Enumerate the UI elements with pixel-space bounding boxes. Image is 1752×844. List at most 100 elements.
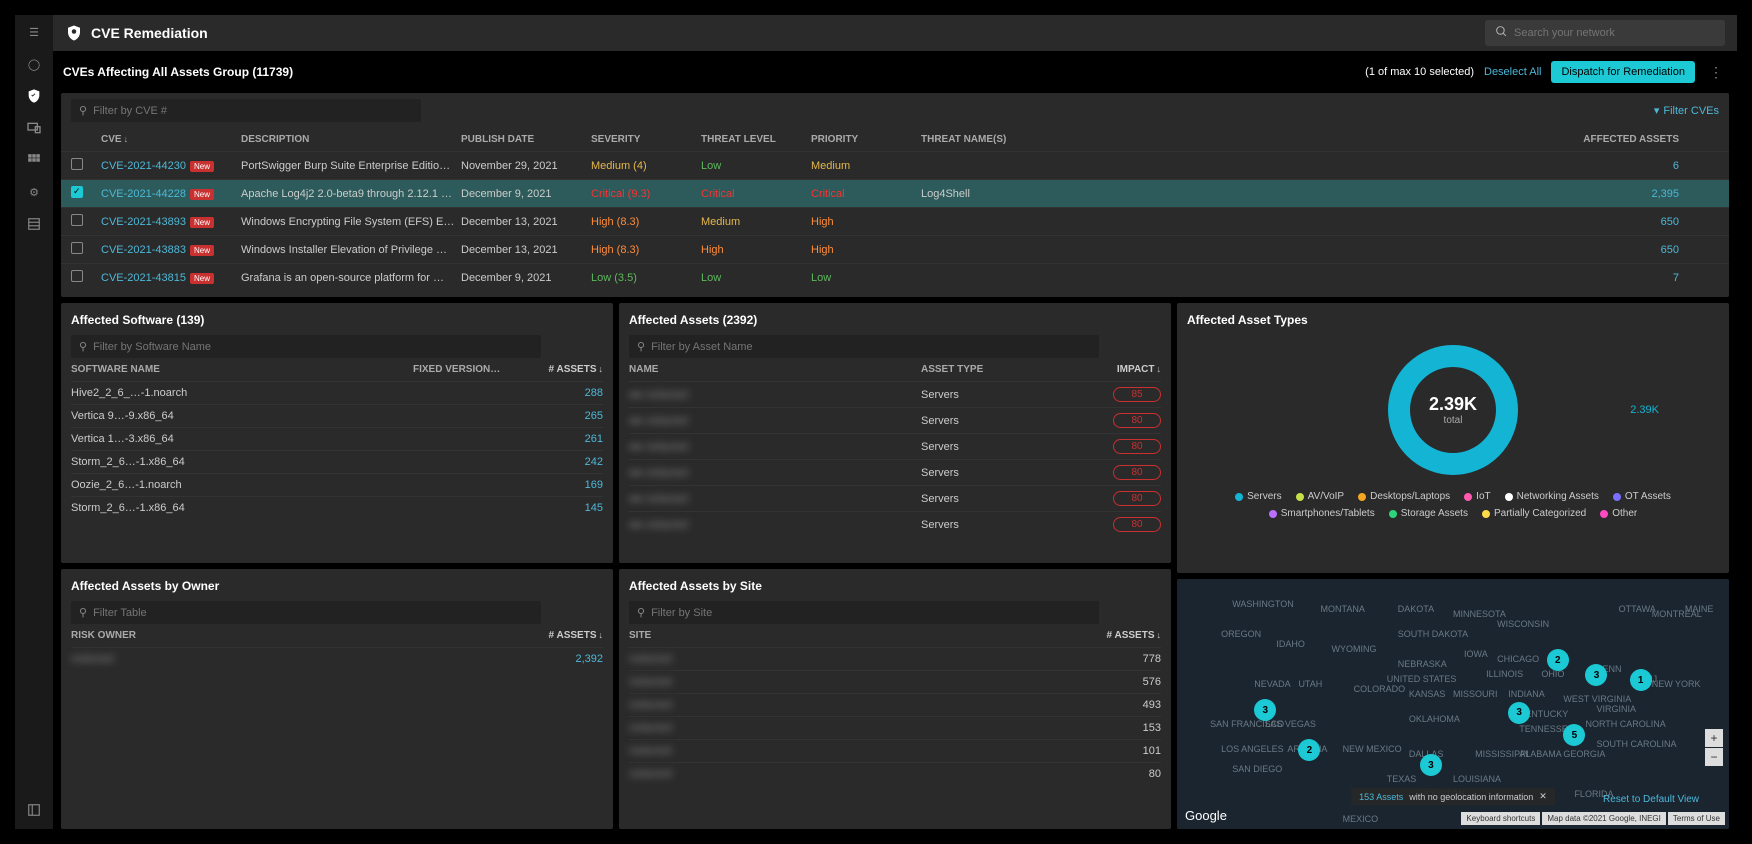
row-checkbox[interactable] xyxy=(71,214,83,226)
map-attrib[interactable]: Terms of Use xyxy=(1668,812,1725,825)
assets-filter-box[interactable]: ⚲ xyxy=(629,335,1099,358)
software-filter-input[interactable] xyxy=(93,341,533,353)
cve-affected-count[interactable]: 650 xyxy=(1071,216,1719,228)
search-input[interactable] xyxy=(1514,27,1715,39)
zoom-in-button[interactable]: + xyxy=(1705,729,1723,747)
col-threat-names[interactable]: THREAT NAME(S) xyxy=(921,134,1071,145)
legend-item[interactable]: Desktops/Laptops xyxy=(1358,491,1450,502)
map-pin[interactable]: 3 xyxy=(1585,664,1607,686)
software-row[interactable]: Storm_2_6…-1.x86_64145 xyxy=(71,496,603,519)
owner-filter-input[interactable] xyxy=(93,607,533,619)
legend-item[interactable]: IoT xyxy=(1464,491,1490,502)
map-attrib[interactable]: Map data ©2021 Google, INEGI xyxy=(1542,812,1666,825)
site-filter-input[interactable] xyxy=(651,607,1091,619)
cve-id-link[interactable]: CVE-2021-44228 xyxy=(101,188,186,200)
map-pin[interactable]: 2 xyxy=(1298,739,1320,761)
asset-row[interactable]: ●● redactedServers80 xyxy=(629,407,1161,433)
site-row[interactable]: redacted153 xyxy=(629,716,1161,739)
site-row[interactable]: redacted778 xyxy=(629,647,1161,670)
map-pin[interactable]: 3 xyxy=(1508,702,1530,724)
cve-id-link[interactable]: CVE-2021-44230 xyxy=(101,160,186,172)
site-row[interactable]: redacted576 xyxy=(629,670,1161,693)
site-row[interactable]: redacted493 xyxy=(629,693,1161,716)
software-row[interactable]: Vertica 9…-9.x86_64265 xyxy=(71,404,603,427)
row-checkbox[interactable] xyxy=(71,242,83,254)
legend-item[interactable]: Storage Assets xyxy=(1389,508,1468,519)
software-row[interactable]: Oozie_2_6…-1.noarch169 xyxy=(71,473,603,496)
close-icon[interactable]: ✕ xyxy=(1539,791,1547,802)
site-row[interactable]: redacted80 xyxy=(629,762,1161,785)
col-severity[interactable]: SEVERITY xyxy=(591,134,701,145)
software-row[interactable]: Vertica 1…-3.x86_64261 xyxy=(71,427,603,450)
site-filter-box[interactable]: ⚲ xyxy=(629,601,1099,624)
col-publish[interactable]: PUBLISH DATE xyxy=(461,134,591,145)
map-reset-link[interactable]: Reset to Default View xyxy=(1603,794,1699,805)
devices-icon[interactable] xyxy=(25,119,43,137)
grid-icon[interactable] xyxy=(25,151,43,169)
legend-item[interactable]: Partially Categorized xyxy=(1482,508,1586,519)
filter-cves-link[interactable]: ▾ Filter CVEs xyxy=(1654,104,1719,117)
asset-row[interactable]: ●● redactedServers80 xyxy=(629,459,1161,485)
map-card[interactable]: WASHINGTONMONTANADAKOTAMINNESOTAWISCONSI… xyxy=(1177,579,1729,829)
row-checkbox[interactable] xyxy=(71,270,83,282)
asset-row[interactable]: ●● redactedServers80 xyxy=(629,485,1161,511)
col-cve[interactable]: CVE↓ xyxy=(101,134,241,145)
cve-id-link[interactable]: CVE-2021-43815 xyxy=(101,272,186,284)
map-pin[interactable]: 3 xyxy=(1254,699,1276,721)
map-attrib[interactable]: Keyboard shortcuts xyxy=(1461,812,1540,825)
cve-row[interactable]: CVE-2021-44230New PortSwigger Burp Suite… xyxy=(61,151,1729,179)
gear-icon[interactable]: ⚙ xyxy=(25,183,43,201)
site-row[interactable]: redacted101 xyxy=(629,739,1161,762)
collapse-icon[interactable] xyxy=(25,801,43,819)
software-row[interactable]: Hive2_2_6_…-1.noarch288 xyxy=(71,381,603,404)
asset-row[interactable]: ●● redactedServers80 xyxy=(629,511,1161,537)
cve-filter-input[interactable] xyxy=(93,105,413,117)
new-badge: New xyxy=(190,189,214,200)
owner-row[interactable]: redacted2,392 xyxy=(71,647,603,670)
map-pin[interactable]: 1 xyxy=(1630,669,1652,691)
row-checkbox[interactable] xyxy=(71,186,83,198)
menu-icon[interactable]: ☰ xyxy=(25,23,43,41)
map-pin[interactable]: 3 xyxy=(1420,754,1442,776)
search-box[interactable] xyxy=(1485,20,1725,46)
col-threat-level[interactable]: THREAT LEVEL xyxy=(701,134,811,145)
software-filter-box[interactable]: ⚲ xyxy=(71,335,541,358)
filter-icon: ⚲ xyxy=(637,340,645,353)
legend-item[interactable]: OT Assets xyxy=(1613,491,1671,502)
cve-row[interactable]: CVE-2021-44228New Apache Log4j2 2.0-beta… xyxy=(61,179,1729,207)
assets-filter-input[interactable] xyxy=(651,341,1091,353)
cve-affected-count[interactable]: 6 xyxy=(1071,160,1719,172)
asset-row[interactable]: ●● redactedServers80 xyxy=(629,433,1161,459)
cve-filter-box[interactable]: ⚲ xyxy=(71,99,421,122)
asset-row[interactable]: ●● redactedServers85 xyxy=(629,381,1161,407)
cve-id-link[interactable]: CVE-2021-43883 xyxy=(101,244,186,256)
legend-item[interactable]: Servers xyxy=(1235,491,1281,502)
cve-row[interactable]: CVE-2021-43893New Windows Encrypting Fil… xyxy=(61,207,1729,235)
row-checkbox[interactable] xyxy=(71,158,83,170)
cve-threat-level: Critical xyxy=(701,188,811,200)
software-row[interactable]: Storm_2_6…-1.x86_64242 xyxy=(71,450,603,473)
deselect-all-link[interactable]: Deselect All xyxy=(1484,66,1541,78)
col-priority[interactable]: PRIORITY xyxy=(811,134,921,145)
cve-affected-count[interactable]: 7 xyxy=(1071,272,1719,284)
shield-icon[interactable] xyxy=(25,87,43,105)
refresh-icon[interactable]: ◯ xyxy=(25,55,43,73)
col-affected[interactable]: AFFECTED ASSETS xyxy=(1071,134,1719,145)
map-pin[interactable]: 5 xyxy=(1563,724,1585,746)
cve-row[interactable]: CVE-2021-43815New Grafana is an open-sou… xyxy=(61,263,1729,291)
cve-row[interactable]: CVE-2021-43883New Windows Installer Elev… xyxy=(61,235,1729,263)
dispatch-button[interactable]: Dispatch for Remediation xyxy=(1551,61,1695,83)
cve-affected-count[interactable]: 2,395 xyxy=(1071,188,1719,200)
legend-item[interactable]: Networking Assets xyxy=(1505,491,1599,502)
legend-item[interactable]: AV/VoIP xyxy=(1296,491,1345,502)
map-pin[interactable]: 2 xyxy=(1547,649,1569,671)
zoom-out-button[interactable]: − xyxy=(1705,748,1723,766)
list-icon[interactable] xyxy=(25,215,43,233)
cve-affected-count[interactable]: 650 xyxy=(1071,244,1719,256)
cve-id-link[interactable]: CVE-2021-43893 xyxy=(101,216,186,228)
owner-filter-box[interactable]: ⚲ xyxy=(71,601,541,624)
col-description[interactable]: DESCRIPTION xyxy=(241,134,461,145)
legend-item[interactable]: Smartphones/Tablets xyxy=(1269,508,1375,519)
kebab-menu-icon[interactable]: ⋮ xyxy=(1705,64,1727,81)
legend-item[interactable]: Other xyxy=(1600,508,1637,519)
